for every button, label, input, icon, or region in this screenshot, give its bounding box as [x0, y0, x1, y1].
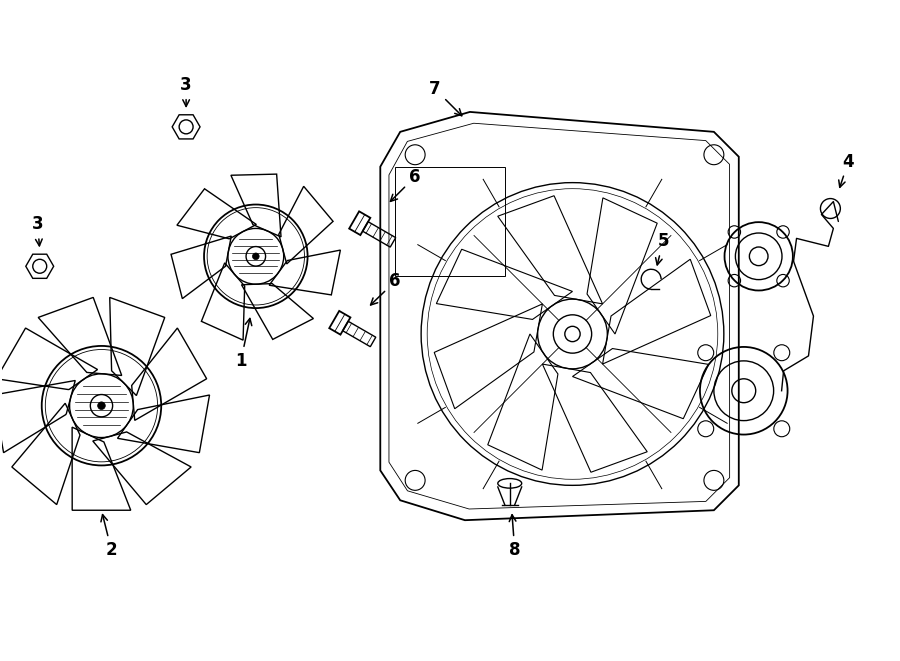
Text: 2: 2	[101, 515, 117, 559]
Text: 4: 4	[839, 153, 854, 187]
Text: 6: 6	[391, 168, 421, 202]
Text: 6: 6	[371, 272, 401, 305]
Text: 1: 1	[235, 319, 252, 370]
Text: 3: 3	[32, 215, 43, 246]
Text: 8: 8	[509, 515, 520, 559]
Text: 5: 5	[655, 233, 669, 265]
Circle shape	[97, 402, 105, 410]
Text: 3: 3	[180, 76, 192, 106]
Text: 7: 7	[429, 80, 462, 116]
Circle shape	[253, 253, 259, 260]
